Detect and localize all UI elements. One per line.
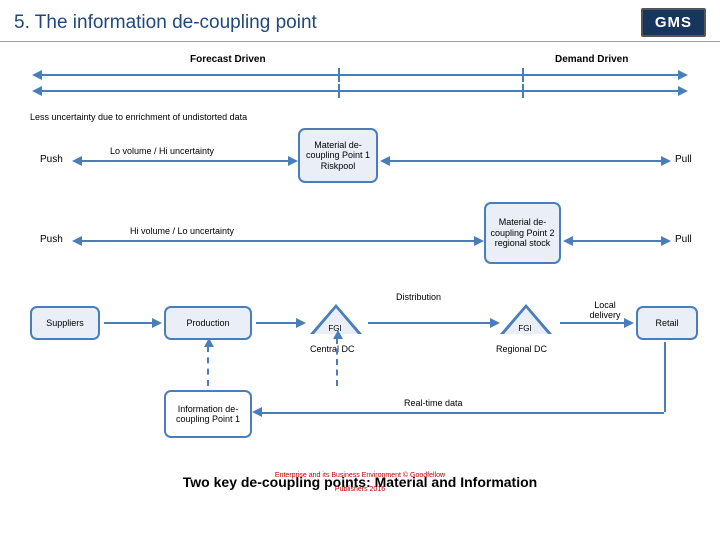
footer-small-1: Enterprise and its Business Environment … [0,472,720,479]
top-arrow-1 [40,74,680,76]
realtime-arrow [256,412,664,414]
push-label-2: Push [40,234,63,245]
pull-label-2: Pull [675,234,692,245]
realtime-label: Real-time data [404,398,463,408]
dashed-arrow-prod [207,346,209,386]
footer: Enterprise and its Business Environment … [0,474,720,490]
row1-arrow-right [388,160,663,162]
demand-driven-label: Demand Driven [555,54,628,65]
regional-dc-label: Regional DC [496,344,547,354]
vdash-top-2 [522,68,524,98]
lo-hi-label: Lo volume / Hi uncertainty [110,146,214,156]
mdp2-node: Material de-coupling Point 2 regional st… [484,202,561,264]
row1-arrow-left [80,160,290,162]
dashed-arrow-fgi [336,338,338,386]
gms-logo: GMS [641,8,706,37]
central-dc-label: Central DC [310,344,355,354]
mdp1-node: Material de-coupling Point 1 Riskpool [298,128,378,183]
pull-label-1: Pull [675,154,692,165]
realtime-arrowhead [252,407,262,417]
suppliers-node: Suppliers [30,306,100,340]
production-node: Production [164,306,252,340]
row3-arrow-3 [368,322,492,324]
row3-arrow-1 [104,322,154,324]
vdash-top-1 [338,68,340,98]
row2-arrow-right [571,240,663,242]
less-uncertainty-label: Less uncertainty due to enrichment of un… [30,112,247,122]
retail-down-connector [664,342,666,412]
idp1-node: Information de-coupling Point 1 [164,390,252,438]
row2-arrow-left [80,240,476,242]
slide-title: 5. The information de-coupling point [14,12,317,34]
top-arrow-2 [40,90,680,92]
forecast-driven-label: Forecast Driven [190,54,266,65]
distribution-label: Distribution [396,292,441,302]
hi-lo-label: Hi volume / Lo uncertainty [130,226,234,236]
diagram-canvas: Forecast Driven Demand Driven Less uncer… [0,42,720,542]
push-label-1: Push [40,154,63,165]
title-bar: 5. The information de-coupling point GMS [0,0,720,42]
footer-small-2: Publishers 2016 [0,486,720,493]
row3-arrow-2 [256,322,298,324]
row3-arrow-4 [560,322,626,324]
local-delivery-label: Local delivery [580,300,630,320]
fgi-label-2: FGI [500,324,550,333]
retail-node: Retail [636,306,698,340]
